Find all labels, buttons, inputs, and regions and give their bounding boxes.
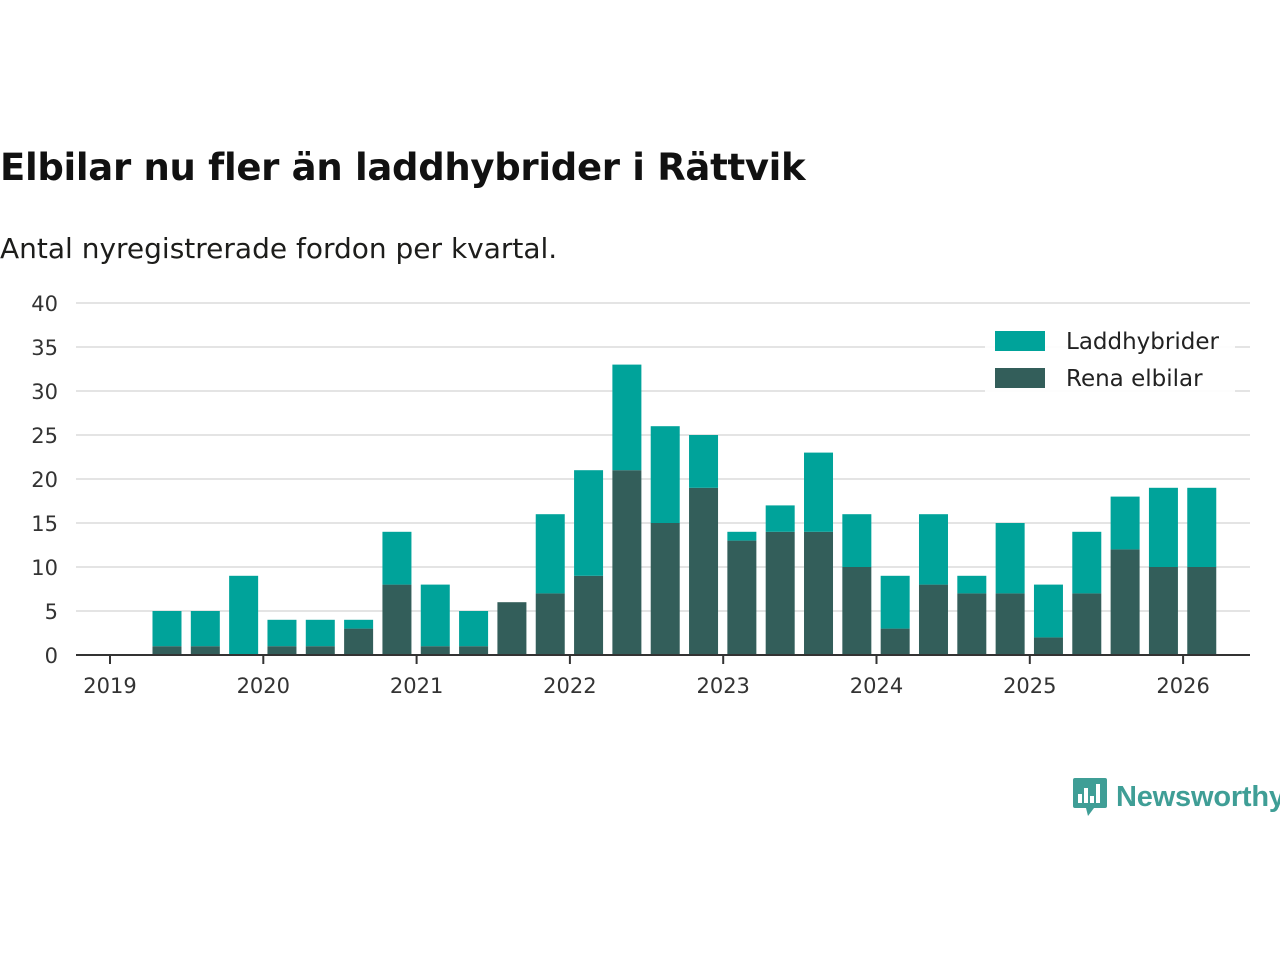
bar-laddhybrider-2020-q3	[344, 619, 374, 629]
y-tick-label: 30	[31, 380, 58, 404]
y-tick-label: 35	[31, 336, 58, 360]
bar-laddhybrider-2020-q1	[267, 619, 297, 647]
bar-laddhybrider-2020-q4	[382, 531, 412, 585]
bar-rena-elbilar-2025-q3	[1110, 549, 1140, 655]
bar-rena-elbilar-2020-q2	[305, 646, 335, 655]
bar-rena-elbilar-2021-q1	[420, 646, 450, 655]
bar-laddhybrider-2022-q2	[612, 364, 642, 471]
bar-laddhybrider-2019-q3	[190, 611, 220, 647]
x-tick-label: 2020	[237, 674, 290, 698]
bar-rena-elbilar-2025-q4	[1148, 567, 1178, 655]
y-tick-label: 10	[31, 556, 58, 580]
x-tick-label: 2021	[390, 674, 443, 698]
bar-rena-elbilar-2024-q1	[880, 628, 910, 655]
bar-laddhybrider-2025-q2	[1072, 531, 1102, 594]
bar-laddhybrider-2019-q2	[152, 611, 182, 647]
bar-laddhybrider-2025-q3	[1110, 496, 1140, 550]
legend-swatch-rena-elbilar	[995, 368, 1045, 388]
bar-rena-elbilar-2023-q2	[765, 531, 795, 655]
bar-laddhybrider-2024-q3	[957, 575, 987, 594]
bar-rena-elbilar-2023-q4	[842, 567, 872, 655]
bar-rena-elbilar-2019-q2	[152, 646, 182, 655]
x-tick-label: 2025	[1003, 674, 1056, 698]
bar-rena-elbilar-2022-q2	[612, 470, 642, 655]
y-tick-label: 40	[31, 292, 58, 316]
x-tick-label: 2026	[1156, 674, 1209, 698]
bar-laddhybrider-2019-q4	[229, 575, 259, 655]
y-tick-label: 5	[45, 600, 58, 624]
bars	[152, 364, 1217, 655]
bar-laddhybrider-2025-q4	[1148, 487, 1178, 567]
bar-rena-elbilar-2020-q3	[344, 628, 374, 655]
bar-rena-elbilar-2026-q1	[1187, 567, 1217, 655]
x-tick-label: 2019	[83, 674, 136, 698]
bar-laddhybrider-2021-q2	[459, 611, 489, 647]
legend-label-rena-elbilar: Rena elbilar	[1066, 366, 1203, 392]
bar-rena-elbilar-2023-q1	[727, 540, 757, 655]
x-tick-label: 2022	[543, 674, 596, 698]
bar-laddhybrider-2021-q1	[420, 584, 450, 647]
bar-laddhybrider-2022-q3	[650, 426, 680, 523]
bar-rena-elbilar-2022-q1	[574, 575, 604, 655]
bar-rena-elbilar-2021-q2	[459, 646, 489, 655]
legend-swatch-laddhybrider	[995, 331, 1045, 351]
brand-logo: Newsworthy	[1072, 776, 1280, 818]
legend-label-laddhybrider: Laddhybrider	[1066, 329, 1219, 355]
bar-laddhybrider-2023-q2	[765, 505, 795, 532]
bar-laddhybrider-2020-q2	[305, 619, 335, 647]
bar-chart-speech-bubble-icon	[1073, 778, 1107, 816]
chart-title: Elbilar nu fler än laddhybrider i Rättvi…	[0, 146, 806, 189]
bar-rena-elbilar-2023-q3	[804, 531, 834, 655]
bar-laddhybrider-2023-q1	[727, 531, 757, 541]
bar-laddhybrider-2025-q1	[1033, 584, 1063, 638]
bar-rena-elbilar-2025-q2	[1072, 593, 1102, 655]
bar-rena-elbilar-2020-q1	[267, 646, 297, 655]
bar-laddhybrider-2022-q1	[574, 470, 604, 576]
legend: Laddhybrider Rena elbilar	[985, 320, 1235, 396]
bar-rena-elbilar-2021-q3	[497, 602, 527, 655]
bar-rena-elbilar-2021-q4	[535, 593, 565, 655]
bar-laddhybrider-2021-q4	[535, 514, 565, 594]
bar-laddhybrider-2024-q1	[880, 575, 910, 629]
bar-laddhybrider-2024-q2	[918, 514, 948, 585]
bar-rena-elbilar-2022-q4	[689, 487, 719, 655]
bar-laddhybrider-2023-q4	[842, 514, 872, 567]
bar-rena-elbilar-2024-q4	[995, 593, 1025, 655]
bar-rena-elbilar-2020-q4	[382, 584, 412, 655]
x-tick-label: 2023	[696, 674, 749, 698]
bar-laddhybrider-2026-q1	[1187, 487, 1217, 567]
bar-rena-elbilar-2024-q2	[918, 584, 948, 655]
y-tick-label: 20	[31, 468, 58, 492]
y-tick-label: 0	[45, 644, 58, 668]
bar-rena-elbilar-2022-q3	[650, 523, 680, 655]
bar-laddhybrider-2023-q3	[804, 452, 834, 532]
bar-laddhybrider-2024-q4	[995, 523, 1025, 594]
bar-rena-elbilar-2019-q3	[190, 646, 220, 655]
bar-laddhybrider-2022-q4	[689, 435, 719, 488]
brand-name: Newsworthy	[1116, 780, 1280, 813]
bar-rena-elbilar-2024-q3	[957, 593, 987, 655]
x-tick-label: 2024	[850, 674, 903, 698]
y-tick-label: 15	[31, 512, 58, 536]
chart-subtitle: Antal nyregistrerade fordon per kvartal.	[0, 232, 558, 265]
y-tick-label: 25	[31, 424, 58, 448]
bar-rena-elbilar-2025-q1	[1033, 637, 1063, 655]
